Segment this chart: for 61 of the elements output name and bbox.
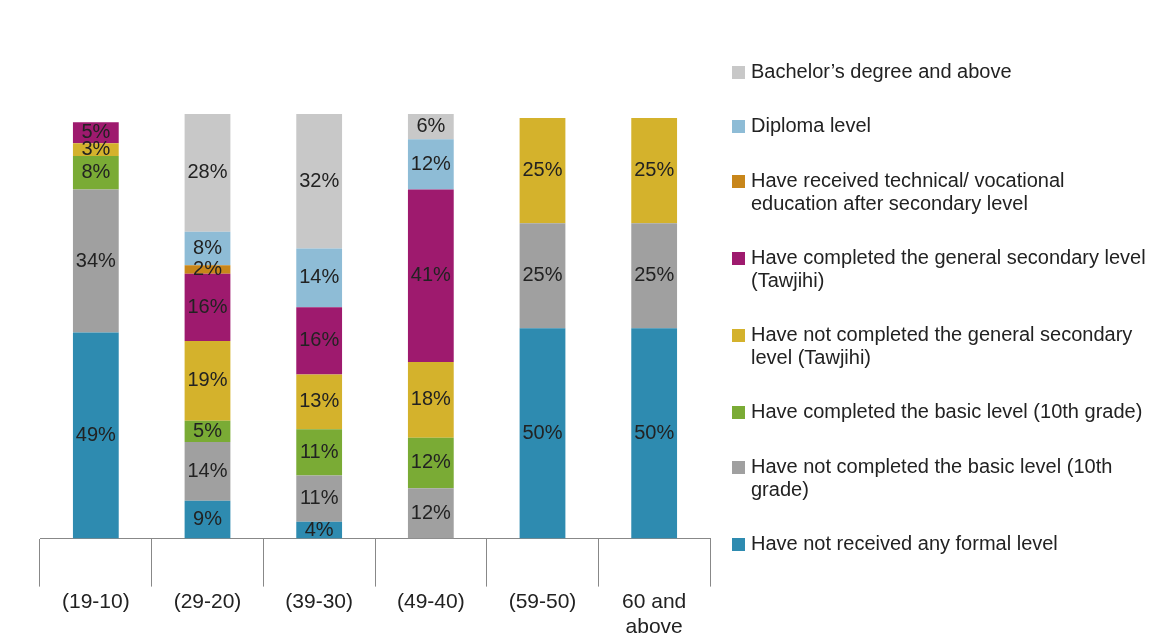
x-tick-label: (49-40) [396, 589, 465, 612]
data-label: 12% [410, 151, 452, 174]
data-label: 11% [299, 486, 339, 509]
data-label: 25% [634, 263, 675, 286]
bar [72, 189, 119, 333]
legend-label: Have not completed the basic level (10th grade) [751, 454, 1114, 501]
data-label: 12% [410, 500, 452, 523]
data-label: 6% [416, 114, 446, 137]
data-label: 28% [187, 160, 228, 183]
bar [296, 307, 343, 375]
x-tick-label: (29-20) [173, 589, 242, 612]
bar [296, 113, 343, 249]
bar [407, 189, 454, 362]
bar [631, 328, 678, 539]
data-label: 3% [81, 137, 111, 160]
data-label: 9% [193, 507, 223, 530]
data-label: 8% [81, 160, 111, 183]
data-label: 19% [187, 368, 228, 391]
data-label: 13% [299, 389, 340, 412]
data-label: 5% [193, 418, 223, 441]
legend-label: Have not completed the general secondary level (Tawjihi) [751, 323, 1134, 370]
legend-label: Have received technical/ vocational education after secondary level [751, 168, 1066, 215]
data-label: 12% [410, 450, 452, 473]
legend-label: Have completed the general secondary level (Tawjihi) [751, 245, 1147, 292]
bar [631, 223, 678, 329]
data-label: 50% [634, 420, 675, 443]
bar [184, 340, 231, 421]
x-tick-label: (19-10) [61, 589, 130, 612]
data-label: 25% [634, 158, 675, 181]
bar [296, 248, 343, 308]
legend-label: Bachelor’s degree and above [751, 60, 1012, 83]
bar [407, 139, 454, 190]
data-label: 25% [522, 158, 563, 181]
bar [519, 223, 566, 329]
x-tick-label: (59-50) [508, 589, 577, 612]
data-label: 34% [75, 248, 117, 271]
legend-label: Diploma level [751, 114, 872, 138]
data-label: 14% [187, 458, 228, 481]
data-label: 14% [299, 265, 340, 288]
data-label: 32% [299, 168, 340, 191]
bar [296, 429, 343, 476]
data-label: 4% [304, 517, 334, 540]
data-label: 49% [75, 423, 117, 446]
bar [519, 118, 566, 224]
data-label: 50% [522, 420, 563, 443]
legend-label: Have completed the basic level (10th grade) [751, 400, 1143, 424]
data-label: 16% [187, 294, 228, 317]
bar [519, 328, 566, 539]
x-tick-label: (39-30) [285, 589, 354, 612]
data-label: 18% [410, 387, 452, 410]
data-label: 16% [299, 328, 340, 351]
data-label: 25% [522, 263, 563, 286]
bar [407, 361, 454, 438]
legend-label: Have not received any formal level [751, 531, 1058, 555]
data-label: 41% [410, 263, 452, 286]
bar [184, 113, 231, 232]
x-tick-label: 60 and above [622, 589, 687, 638]
bar [72, 332, 119, 539]
data-label: 11% [299, 439, 339, 462]
bar [631, 118, 678, 224]
data-label: 8% [193, 235, 223, 258]
